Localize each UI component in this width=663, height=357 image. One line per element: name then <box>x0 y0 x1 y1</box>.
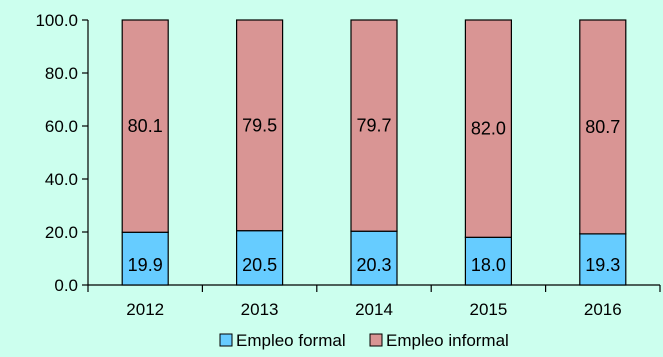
y-tick-label: 80.0 <box>45 64 78 83</box>
bar-formal <box>236 230 284 286</box>
y-tick-label: 60.0 <box>45 117 78 136</box>
bar-formal <box>350 230 398 286</box>
data-label: 18.0 <box>471 255 506 275</box>
data-label: 79.5 <box>242 115 277 135</box>
data-label: 20.3 <box>356 255 391 275</box>
bars: 19.9 80.1 20.5 79.5 20.3 79.7 18.0 82.0 19.3 80.7 <box>121 19 627 286</box>
data-label: 80.1 <box>128 116 163 136</box>
x-tick-label: 2013 <box>241 300 279 319</box>
x-tick-label: 2012 <box>126 300 164 319</box>
legend-swatch <box>219 333 233 347</box>
x-tick-label: 2014 <box>355 300 393 319</box>
legend: Empleo formal Empleo informal <box>219 331 509 350</box>
bar-informal <box>350 19 398 232</box>
x-tick-label: 2015 <box>469 300 507 319</box>
data-label: 19.3 <box>585 255 620 275</box>
x-tick-label: 2016 <box>584 300 622 319</box>
bar-formal <box>579 233 627 286</box>
data-label: 19.9 <box>128 255 163 275</box>
bar-informal <box>579 19 627 235</box>
data-label: 80.7 <box>585 117 620 137</box>
bar-formal <box>464 236 512 286</box>
y-tick-label: 40.0 <box>45 170 78 189</box>
bar-informal <box>464 19 512 238</box>
legend-swatch <box>369 333 383 347</box>
data-label: 82.0 <box>471 119 506 139</box>
y-tick-label: 100.0 <box>35 11 78 30</box>
data-label: 79.7 <box>356 116 391 136</box>
x-axis: 2012 2013 2014 2015 2016 <box>87 284 661 319</box>
bar-informal <box>121 19 169 233</box>
legend-label: Empleo informal <box>386 331 509 350</box>
y-tick-label: 0.0 <box>54 276 78 295</box>
bar-informal <box>236 19 284 232</box>
y-axis: 0.0 20.0 40.0 60.0 80.0 100.0 <box>35 11 89 295</box>
y-tick-label: 20.0 <box>45 223 78 242</box>
bar-formal <box>121 231 169 286</box>
data-label: 20.5 <box>242 255 277 275</box>
legend-label: Empleo formal <box>236 331 346 350</box>
